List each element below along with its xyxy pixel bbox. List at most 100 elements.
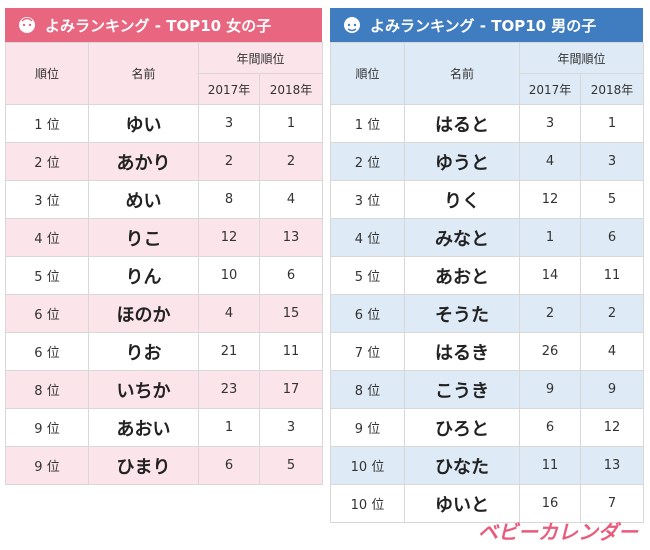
- name-cell: あおい: [88, 408, 199, 447]
- name-cell: りお: [88, 332, 199, 371]
- icon: [344, 17, 360, 33]
- cell: 8 位: [5, 370, 89, 409]
- name-cell: ひろと: [404, 408, 520, 447]
- cell: 4: [258, 180, 324, 219]
- cell: 2: [198, 142, 260, 181]
- cell: 3: [579, 142, 645, 181]
- cell: 16: [519, 484, 581, 523]
- cell: 8 位: [330, 370, 405, 409]
- cell: 11: [579, 256, 645, 295]
- row: 3 位めい 8 4: [5, 180, 324, 219]
- name-cell: あかり: [88, 142, 199, 181]
- cell: 7: [579, 484, 645, 523]
- cell: 11: [519, 446, 581, 485]
- row: 10 位ゆいと 16 7: [330, 484, 645, 523]
- cell: 13: [579, 446, 645, 485]
- cell: 6 位: [5, 294, 89, 333]
- cell: 3: [258, 408, 324, 447]
- cell: 9 位: [5, 446, 89, 485]
- cell: 6: [258, 256, 324, 295]
- name-cell: こうき: [404, 370, 520, 409]
- name-cell: はるき: [404, 332, 520, 371]
- name-cell: ゆうと: [404, 142, 520, 181]
- row: 8 位いちか 23 17: [5, 370, 324, 409]
- cell: 4: [198, 294, 260, 333]
- name-cell: はると: [404, 104, 520, 143]
- name-cell: ひまり: [88, 446, 199, 485]
- name-cell: りく: [404, 180, 520, 219]
- cell: 12: [579, 408, 645, 447]
- cell: 3 位: [5, 180, 89, 219]
- cell: 1 位: [330, 104, 405, 143]
- logo: ベビーカレンダー: [478, 520, 638, 544]
- cell: 1: [519, 218, 581, 257]
- header-cell: 年間順位: [518, 42, 645, 74]
- cell: 23: [198, 370, 260, 409]
- cell: 7 位: [330, 332, 405, 371]
- title-bar: よみランキング - TOP10 女の子: [5, 8, 322, 42]
- cell: 4: [519, 142, 581, 181]
- cell: 1 位: [5, 104, 89, 143]
- table: 順位 名前 年間順位 2017年 2018年 1 位ゆい 3 1 2 位あかり 2 2 3 位めい 8 4…: [5, 42, 324, 485]
- cell: 9: [519, 370, 581, 409]
- name-cell: めい: [88, 180, 199, 219]
- row: 4 位みなと 1 6: [330, 218, 645, 257]
- cell: 6: [198, 446, 260, 485]
- header-cell: 2017年: [198, 73, 260, 105]
- cell: 17: [258, 370, 324, 409]
- row: 10 位ひなた 11 13: [330, 446, 645, 485]
- cell: 2: [519, 294, 581, 333]
- cell: 5: [579, 180, 645, 219]
- header-cell: 順位: [330, 42, 405, 105]
- header-cell: 年間順位: [197, 42, 324, 74]
- cell: 2: [258, 142, 324, 181]
- cell: 10: [198, 256, 260, 295]
- row: 3 位りく 12 5: [330, 180, 645, 219]
- name-cell: みなと: [404, 218, 520, 257]
- header-cell: 名前: [88, 42, 199, 105]
- cell: 26: [519, 332, 581, 371]
- cell: 13: [258, 218, 324, 257]
- cell: 12: [519, 180, 581, 219]
- cell: 11: [258, 332, 324, 371]
- girls-panel: よみランキング - TOP10 女の子 順位 名前 年間順位 2017年 2018年 1 …: [5, 8, 324, 485]
- row: 1 位ゆい 3 1: [5, 104, 324, 143]
- header-cell: 2018年: [579, 73, 645, 105]
- cell: 5: [258, 446, 324, 485]
- cell: 8: [198, 180, 260, 219]
- row: 9 位ひまり 6 5: [5, 446, 324, 485]
- cell: 10 位: [330, 446, 405, 485]
- row: 2 位あかり 2 2: [5, 142, 324, 181]
- cell: 3: [198, 104, 260, 143]
- header-cell: 順位: [5, 42, 89, 105]
- cell: 6 位: [330, 294, 405, 333]
- cell: 4: [579, 332, 645, 371]
- title: よみランキング - TOP10 女の子: [45, 16, 272, 35]
- name-cell: ほのか: [88, 294, 199, 333]
- cell: 4 位: [330, 218, 405, 257]
- name-cell: ゆいと: [404, 484, 520, 523]
- row: 9 位ひろと 6 12: [330, 408, 645, 447]
- name-cell: ゆい: [88, 104, 199, 143]
- row: 1 位はると 3 1: [330, 104, 645, 143]
- cell: 14: [519, 256, 581, 295]
- name-cell: ひなた: [404, 446, 520, 485]
- header-cell: 2017年: [519, 73, 581, 105]
- cell: 15: [258, 294, 324, 333]
- row: 4 位りこ 12 13: [5, 218, 324, 257]
- name-cell: あおと: [404, 256, 520, 295]
- icon: [19, 17, 35, 33]
- cell: 12: [198, 218, 260, 257]
- name-cell: いちか: [88, 370, 199, 409]
- name-cell: そうた: [404, 294, 520, 333]
- cell: 2: [579, 294, 645, 333]
- row: 6 位そうた 2 2: [330, 294, 645, 333]
- table: 順位 名前 年間順位 2017年 2018年 1 位はると 3 1 2 位ゆうと 4 3 3 位りく 1…: [330, 42, 645, 523]
- cell: 6: [579, 218, 645, 257]
- title-bar: よみランキング - TOP10 男の子: [330, 8, 643, 42]
- row: 5 位りん 10 6: [5, 256, 324, 295]
- row: 5 位あおと 14 11: [330, 256, 645, 295]
- cell: 6 位: [5, 332, 89, 371]
- boys-panel: よみランキング - TOP10 男の子 順位 名前 年間順位 2017年 2018年 1 …: [330, 8, 645, 523]
